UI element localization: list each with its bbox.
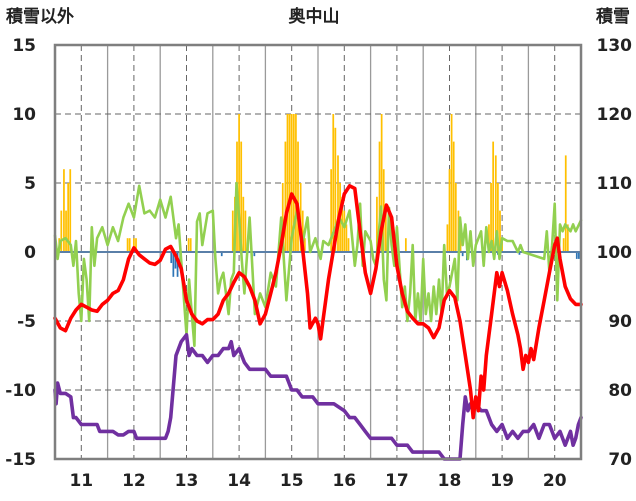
bar-precip: [63, 169, 65, 252]
bar-precip: [238, 114, 240, 252]
bar-negative: [518, 252, 521, 255]
bar-precip: [448, 169, 451, 252]
bar-precip: [281, 183, 284, 252]
line-snow: [53, 333, 583, 461]
bar-precip: [562, 238, 565, 252]
right-tick-label: 100: [597, 243, 633, 263]
x-tick-label: 18: [438, 471, 462, 491]
bar-precip: [494, 155, 497, 252]
bar-precip: [67, 183, 70, 252]
bar-precip: [497, 183, 499, 252]
bar-precip: [284, 141, 287, 252]
bar-precip: [242, 196, 245, 252]
bar-precip: [343, 210, 346, 252]
bar-precip: [378, 141, 381, 252]
tick-labels: 15 10 5 0 -5 -10 -15 130 120 110 100 90 80 70 11 12 13 14…: [5, 36, 632, 491]
bar-negative: [253, 252, 256, 257]
bar-precip: [292, 114, 295, 252]
bar-precip: [446, 224, 449, 252]
bar-precip: [488, 224, 490, 252]
line-series: [53, 181, 583, 461]
bar-precip: [404, 238, 407, 252]
bar-negative: [174, 252, 177, 269]
bar-precip: [490, 183, 492, 252]
bar-precip: [492, 141, 495, 252]
bar-precip: [334, 127, 337, 252]
bar-precip: [133, 238, 135, 252]
x-tick-label: 17: [385, 471, 409, 491]
left-tick-label: -5: [17, 312, 36, 332]
x-tick-label: 15: [280, 471, 304, 491]
line-temp: [53, 184, 583, 420]
bar-negative: [461, 252, 464, 257]
x-tick-label: 11: [69, 471, 93, 491]
bar-precip: [295, 114, 297, 252]
bar-precip: [299, 183, 302, 252]
right-tick-label: 130: [597, 36, 633, 56]
bar-precip: [564, 155, 567, 252]
bar-negative: [578, 252, 580, 259]
chart-title: 奥中山: [289, 6, 340, 27]
left-tick-label: 15: [12, 36, 36, 56]
right-axis-title: 積雪: [596, 6, 630, 27]
bar-precip: [69, 169, 72, 252]
bar-negative: [172, 252, 175, 277]
right-tick-label: 70: [608, 450, 632, 470]
left-tick-label: 0: [24, 243, 36, 263]
bar-negative: [575, 252, 578, 259]
bar-negative: [170, 252, 173, 264]
bar-precip: [337, 155, 339, 252]
bar-precip: [301, 210, 304, 252]
bar-precip: [566, 224, 569, 252]
bar-precip: [187, 238, 190, 252]
bar-precip: [345, 224, 348, 252]
bar-precip: [303, 238, 306, 252]
bar-precip: [126, 238, 129, 252]
right-tick-label: 80: [608, 381, 632, 401]
bar-precip: [454, 183, 457, 252]
x-tick-label: 20: [543, 471, 567, 491]
bar-precip: [135, 238, 137, 252]
left-tick-label: 10: [12, 105, 36, 125]
axis-labels: 積雪以外 奥中山 積雪: [6, 6, 630, 27]
x-tick-label: 13: [175, 471, 199, 491]
bar-precip: [450, 114, 453, 252]
bar-precip: [231, 210, 234, 252]
right-tick-label: 110: [597, 174, 633, 194]
left-tick-label: 5: [24, 174, 36, 194]
bar-precip: [297, 141, 299, 252]
x-tick-label: 12: [122, 471, 146, 491]
bar-precip: [330, 169, 333, 252]
left-tick-label: -10: [5, 381, 36, 401]
left-axis-title: 積雪以外: [6, 6, 74, 27]
bar-precip: [332, 114, 335, 252]
bar-precip: [60, 210, 63, 252]
bar-precip: [286, 114, 289, 252]
plot-frame: [53, 43, 583, 461]
x-tick-label: 19: [490, 471, 514, 491]
bar-precip: [189, 238, 192, 252]
bar-precip: [347, 238, 350, 252]
x-tick-label: 14: [227, 471, 251, 491]
line-green: [53, 181, 583, 348]
bar-precip: [65, 210, 67, 252]
bar-precip: [499, 210, 501, 252]
right-tick-label: 120: [597, 105, 633, 125]
bar-precip: [376, 196, 378, 252]
bar-negative: [220, 252, 223, 257]
bar-precip: [459, 238, 462, 252]
bar-precip: [384, 210, 387, 252]
bar-precip: [244, 210, 247, 252]
bar-precip: [452, 141, 455, 252]
bar-precip: [128, 238, 131, 252]
bar-precip: [380, 114, 383, 252]
bar-precip: [240, 141, 243, 252]
x-tick-label: 16: [332, 471, 356, 491]
bar-precip: [288, 114, 291, 252]
bar-precip: [290, 114, 293, 252]
right-tick-label: 90: [608, 312, 632, 332]
left-tick-label: -15: [5, 450, 36, 470]
